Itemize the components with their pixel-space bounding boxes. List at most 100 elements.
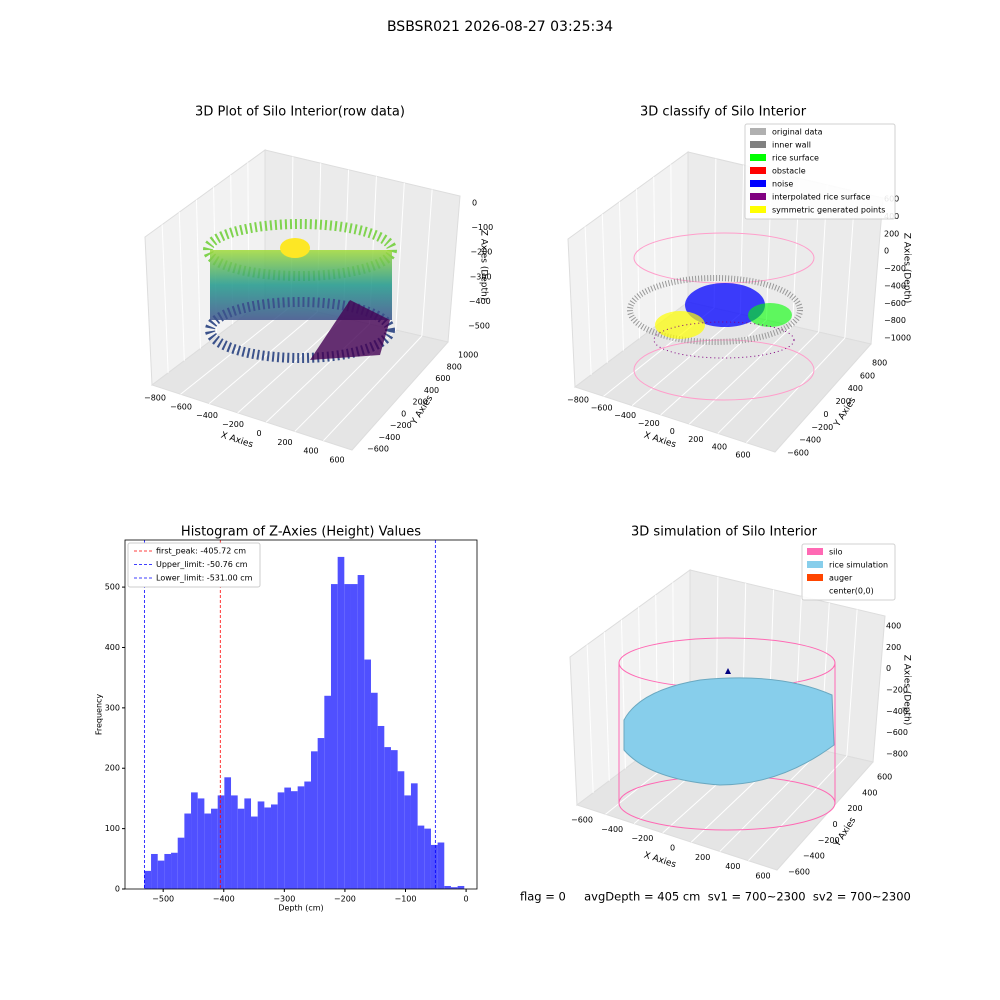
tick-label: 0 <box>401 409 406 418</box>
legend-box <box>127 542 261 588</box>
legend-label: first_peak: -405.72 cm <box>156 547 246 556</box>
legend-swatch <box>750 167 766 174</box>
bar <box>417 825 425 889</box>
pane-grid <box>323 335 423 442</box>
tick-label: −400 <box>196 411 218 420</box>
pane-grid <box>631 313 741 406</box>
bar <box>297 786 305 889</box>
legend-label: obstacle <box>772 167 806 176</box>
tick-label: 600 <box>435 374 450 383</box>
tick-label: 600 <box>735 451 750 460</box>
bar <box>404 795 411 889</box>
bar <box>397 771 405 889</box>
legend-label: original data <box>772 128 823 137</box>
x-tick-label: −500 <box>152 895 174 904</box>
tick-label: −200 <box>222 420 244 429</box>
bar <box>424 828 431 889</box>
bar <box>237 808 245 889</box>
tick-label: 0 <box>670 844 675 853</box>
tick-label: −600 <box>788 868 810 877</box>
bar <box>197 798 205 889</box>
tick-label: 400 <box>712 443 727 452</box>
tick-label: 0 <box>256 429 261 438</box>
tick-label: −200 <box>631 834 653 843</box>
legend-swatch <box>750 180 766 187</box>
y-axis-label: Frequency <box>95 694 104 736</box>
tick-label: 400 <box>848 384 863 393</box>
bar <box>291 791 298 889</box>
legend-label: center(0,0) <box>829 587 874 596</box>
bar <box>211 808 218 889</box>
panel-title: Histogram of Z-Axies (Height) Values <box>181 525 421 540</box>
x-tick-label: −200 <box>334 895 356 904</box>
point-cloud <box>653 321 795 359</box>
pane-grid <box>746 337 846 444</box>
tick-label: −600 <box>571 816 593 825</box>
bar <box>324 695 331 889</box>
silo-wire <box>633 232 815 284</box>
legend-box <box>801 543 896 601</box>
tick-label: 200 <box>886 643 901 652</box>
tick-label: −100 <box>471 223 493 232</box>
tick-label: 400 <box>725 862 740 871</box>
legend-label: noise <box>772 180 793 189</box>
bar <box>384 747 391 889</box>
tick-label: 0 <box>472 199 477 208</box>
tick-label: −600 <box>884 299 906 308</box>
tick-label: 1000 <box>458 351 478 360</box>
pane-grid <box>178 212 185 361</box>
tick-label: −800 <box>884 316 906 325</box>
bar <box>171 852 178 889</box>
pane-grid <box>670 164 673 315</box>
legend-label: symmetric generated points <box>772 206 885 215</box>
bar <box>377 725 385 889</box>
bar <box>251 816 258 889</box>
tick-label: −800 <box>144 394 166 403</box>
tick-label: 600 <box>877 773 892 782</box>
tick-label: −500 <box>468 322 490 331</box>
bar <box>157 860 165 889</box>
pane-grid <box>846 609 858 757</box>
tick-label: −200 <box>884 264 906 273</box>
bar <box>284 787 292 889</box>
tick-label: −800 <box>567 396 589 405</box>
pane-grid <box>395 182 405 331</box>
bar <box>370 692 378 889</box>
status-text: flag = 0 avgDepth = 405 cm sv1 = 700~230… <box>520 890 911 904</box>
pane-grid <box>748 755 848 862</box>
tick-label: −400 <box>803 852 825 861</box>
pane-grid <box>180 305 292 395</box>
point-cloud <box>205 297 395 363</box>
pane-grid <box>636 189 641 339</box>
y-tick-label: 300 <box>105 703 120 712</box>
tick-label: 200 <box>695 853 710 862</box>
pane-grid <box>719 749 822 852</box>
bar <box>390 750 398 889</box>
tick-label: −400 <box>884 281 906 290</box>
pane-grid <box>584 226 592 375</box>
legend-label: auger <box>829 574 853 583</box>
legend-label: Upper_limit: -50.76 cm <box>156 560 248 569</box>
bar <box>350 584 358 889</box>
bar <box>357 575 365 889</box>
tick-label: −400 <box>614 411 636 420</box>
tick-label: −400 <box>378 433 400 442</box>
z-axis-label: Z Axies (Depth) <box>479 230 489 301</box>
x-axis-label: Depth (cm) <box>278 904 323 913</box>
point-cloud <box>748 303 792 327</box>
bar <box>191 792 198 889</box>
bar <box>244 798 252 889</box>
pane-grid <box>660 319 767 416</box>
bar <box>364 659 371 889</box>
legend-swatch <box>750 128 766 135</box>
y-tick-label: 200 <box>105 764 120 773</box>
pane-grid <box>603 632 610 781</box>
legend-swatch <box>807 561 823 568</box>
tick-label: 0 <box>884 247 889 256</box>
point-cloud <box>310 300 390 360</box>
bar <box>337 556 345 889</box>
pane-grid <box>421 189 433 337</box>
tick-label: 600 <box>860 371 875 380</box>
tick-label: −200 <box>470 248 492 257</box>
tick-label: 600 <box>755 872 770 881</box>
